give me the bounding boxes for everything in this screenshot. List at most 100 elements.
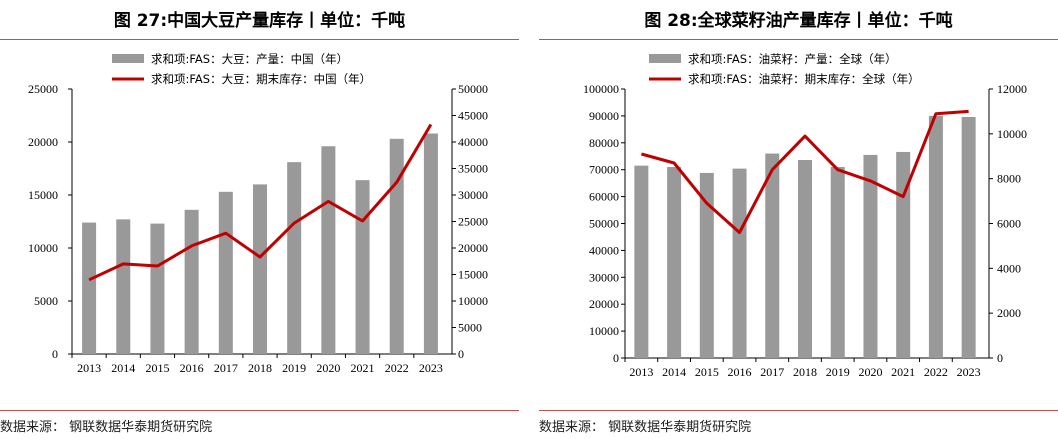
x-axis-tick-label: 2017 bbox=[214, 361, 238, 375]
source-note: 数据来源： 钢联数据华泰期货研究院 bbox=[539, 420, 752, 435]
right-axis-tick-label: 2000 bbox=[997, 306, 1021, 320]
title-divider bbox=[539, 39, 1058, 40]
left-axis-tick-label: 30000 bbox=[589, 270, 619, 284]
x-axis-tick-label: 2023 bbox=[957, 365, 981, 379]
x-axis-tick-label: 2023 bbox=[419, 361, 443, 375]
x-axis-tick-label: 2014 bbox=[662, 365, 686, 379]
left-axis-tick-label: 80000 bbox=[589, 136, 619, 150]
x-axis-tick-label: 2015 bbox=[695, 365, 719, 379]
bar bbox=[732, 168, 747, 358]
bar bbox=[699, 172, 714, 358]
x-axis-tick-label: 2021 bbox=[351, 361, 375, 375]
legend-bar-label: 求和项:FAS：大豆：产量：中国（年） bbox=[151, 52, 348, 66]
left-axis-tick-label: 0 bbox=[613, 351, 619, 365]
plot-area: 0100002000030000400005000060000700008000… bbox=[583, 82, 1027, 379]
bar bbox=[82, 222, 97, 354]
left-axis-tick-label: 5000 bbox=[34, 294, 58, 308]
right-axis-tick-label: 0 bbox=[458, 347, 464, 361]
x-axis-tick-label: 2013 bbox=[77, 361, 101, 375]
bar bbox=[287, 162, 302, 354]
chart-panel-china-soybean: 图 27:中国大豆产量库存丨单位：千吨 求和项:FAS：大豆：产量：中国（年） … bbox=[0, 0, 519, 439]
bar bbox=[830, 167, 845, 358]
bar bbox=[667, 167, 682, 358]
x-axis-tick-label: 2018 bbox=[793, 365, 817, 379]
x-axis-tick-label: 2021 bbox=[891, 365, 915, 379]
legend: 求和项:FAS：油菜籽：产量：全球（年） 求和项:FAS：油菜籽：期末库存：全球… bbox=[649, 52, 920, 86]
right-axis-tick-label: 8000 bbox=[997, 172, 1021, 186]
plot-area: 0 5000 10000 15000 20000 25000 0 5000 10000 15000… bbox=[28, 82, 488, 375]
chart-svg-china-soybean: 求和项:FAS：大豆：产量：中国（年） 求和项:FAS：大豆：期末库存：中国（年… bbox=[28, 52, 488, 375]
right-axis-tick-label: 15000 bbox=[458, 268, 488, 282]
legend: 求和项:FAS：大豆：产量：中国（年） 求和项:FAS：大豆：期末库存：中国（年… bbox=[112, 52, 371, 86]
left-axis-tick-label: 10000 bbox=[28, 241, 58, 255]
left-axis-tick-label: 50000 bbox=[589, 217, 619, 231]
legend-line-label: 求和项:FAS：油菜籽：期末库存：全球（年） bbox=[688, 72, 920, 86]
x-axis-tick-label: 2017 bbox=[760, 365, 784, 379]
right-axis-tick-label: 4000 bbox=[997, 261, 1021, 275]
right-axis-tick-label: 40000 bbox=[458, 135, 488, 149]
legend-line-label: 求和项:FAS：大豆：期末库存：中国（年） bbox=[151, 72, 371, 86]
bar bbox=[863, 154, 878, 358]
legend-bar-label: 求和项:FAS：油菜籽：产量：全球（年） bbox=[688, 52, 897, 66]
bar bbox=[961, 116, 976, 358]
right-axis-tick-label: 12000 bbox=[997, 82, 1027, 96]
x-axis-tick-label: 2020 bbox=[316, 361, 340, 375]
left-axis-tick-label: 15000 bbox=[28, 188, 58, 202]
series-line bbox=[88, 123, 433, 282]
source-note: 数据来源： 钢联数据华泰期货研究院 bbox=[0, 420, 213, 435]
x-axis-tick-label: 2020 bbox=[858, 365, 882, 379]
left-axis-tick-label: 40000 bbox=[589, 243, 619, 257]
legend-bar-swatch bbox=[112, 54, 144, 63]
right-axis-tick-label: 10000 bbox=[997, 127, 1027, 141]
bar bbox=[423, 133, 438, 354]
right-axis-tick-label: 10000 bbox=[458, 294, 488, 308]
chart-title: 图 27:中国大豆产量库存丨单位：千吨 bbox=[113, 11, 406, 31]
x-axis-tick-label: 2022 bbox=[924, 365, 948, 379]
left-axis-tick-label: 20000 bbox=[28, 135, 58, 149]
bar bbox=[634, 165, 649, 358]
x-axis-tick-label: 2019 bbox=[282, 361, 306, 375]
series-line bbox=[641, 109, 969, 234]
right-axis-tick-label: 25000 bbox=[458, 215, 488, 229]
left-axis-tick-label: 100000 bbox=[583, 82, 619, 96]
x-axis-tick-label: 2016 bbox=[728, 365, 752, 379]
bar bbox=[150, 223, 165, 354]
x-axis-tick-label: 2018 bbox=[248, 361, 272, 375]
chart-title: 图 28:全球菜籽油产量库存丨单位：千吨 bbox=[644, 11, 953, 31]
right-axis-tick-label: 30000 bbox=[458, 188, 488, 202]
x-axis-tick-label: 2014 bbox=[111, 361, 135, 375]
source-divider bbox=[539, 410, 1058, 411]
bar bbox=[798, 160, 812, 358]
left-axis-tick-label: 10000 bbox=[589, 324, 619, 338]
x-axis-tick-label: 2019 bbox=[826, 365, 850, 379]
x-axis-tick-label: 2013 bbox=[629, 365, 653, 379]
bar bbox=[321, 146, 336, 354]
right-axis-tick-label: 45000 bbox=[458, 109, 488, 123]
bar bbox=[253, 184, 267, 354]
left-axis-tick-label: 90000 bbox=[589, 109, 619, 123]
left-axis-tick-label: 60000 bbox=[589, 190, 619, 204]
x-axis-tick-label: 2016 bbox=[180, 361, 204, 375]
x-axis-tick-label: 2015 bbox=[145, 361, 169, 375]
bar bbox=[896, 151, 911, 358]
right-axis-tick-label: 6000 bbox=[997, 217, 1021, 231]
bar bbox=[355, 180, 370, 354]
bar bbox=[765, 153, 780, 358]
left-axis-tick-label: 25000 bbox=[28, 82, 58, 96]
bar bbox=[928, 115, 943, 359]
right-axis-tick-label: 35000 bbox=[458, 162, 488, 176]
chart-svg-global-rapeseed: 求和项:FAS：油菜籽：产量：全球（年） 求和项:FAS：油菜籽：期末库存：全球… bbox=[583, 52, 1027, 379]
bar bbox=[218, 191, 233, 354]
right-axis-tick-label: 5000 bbox=[458, 321, 482, 335]
chart-panel-global-rapeseed: 图 28:全球菜籽油产量库存丨单位：千吨 求和项:FAS：油菜籽：产量：全球（年… bbox=[539, 0, 1058, 439]
bar bbox=[116, 219, 131, 354]
left-axis-tick-label: 70000 bbox=[589, 163, 619, 177]
left-axis-tick-label: 0 bbox=[52, 347, 58, 361]
bar bbox=[389, 138, 404, 354]
right-axis-tick-label: 50000 bbox=[458, 82, 488, 96]
right-axis-tick-label: 0 bbox=[997, 351, 1003, 365]
source-divider bbox=[0, 410, 519, 411]
bar bbox=[184, 209, 199, 354]
right-axis-tick-label: 20000 bbox=[458, 241, 488, 255]
left-axis-tick-label: 20000 bbox=[589, 297, 619, 311]
